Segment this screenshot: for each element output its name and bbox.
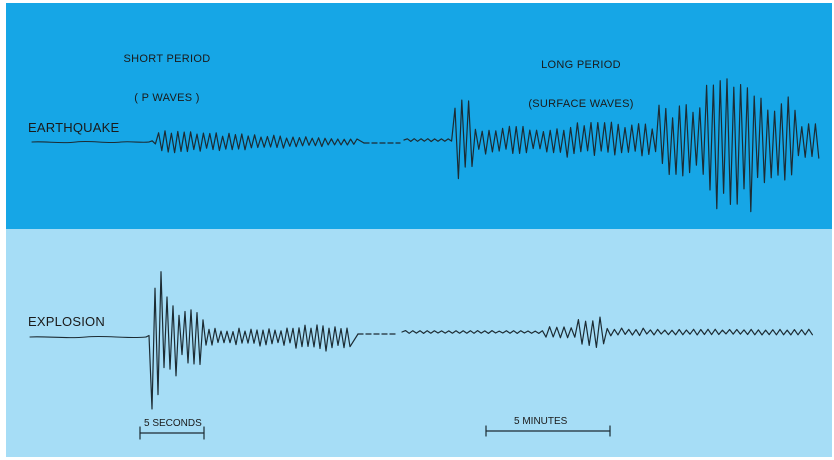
short-period-subtitle: ( P WAVES ) <box>134 92 200 104</box>
explosion-label: EXPLOSION <box>28 314 105 329</box>
short-period-title: SHORT PERIOD <box>123 53 211 65</box>
seismogram-traces <box>29 78 820 440</box>
seismogram-figure: SHORT PERIOD ( P WAVES ) LONG PERIOD (SU… <box>6 3 832 457</box>
short-period-heading: SHORT PERIOD ( P WAVES ) <box>102 27 232 131</box>
long-period-title: LONG PERIOD <box>541 59 621 71</box>
explosion-long-period-trace <box>401 316 813 348</box>
long-period-subtitle: (SURFACE WAVES) <box>528 98 634 110</box>
scale-bar-5-minutes <box>485 425 611 437</box>
five-seconds-label: 5 SECONDS <box>144 418 202 429</box>
explosion-baseline <box>29 335 147 339</box>
long-period-heading: LONG PERIOD (SURFACE WAVES) <box>516 33 646 137</box>
five-minutes-label: 5 MINUTES <box>514 416 568 427</box>
explosion-short-period-trace <box>145 271 359 410</box>
earthquake-label: EARTHQUAKE <box>28 120 120 135</box>
earthquake-baseline <box>31 140 150 144</box>
earthquake-short-period-trace <box>148 130 365 154</box>
earthquake-long-period-trace <box>403 78 820 213</box>
earthquake-panel <box>6 3 832 229</box>
explosion-panel <box>6 229 832 457</box>
scale-bar-5-seconds <box>139 426 205 440</box>
